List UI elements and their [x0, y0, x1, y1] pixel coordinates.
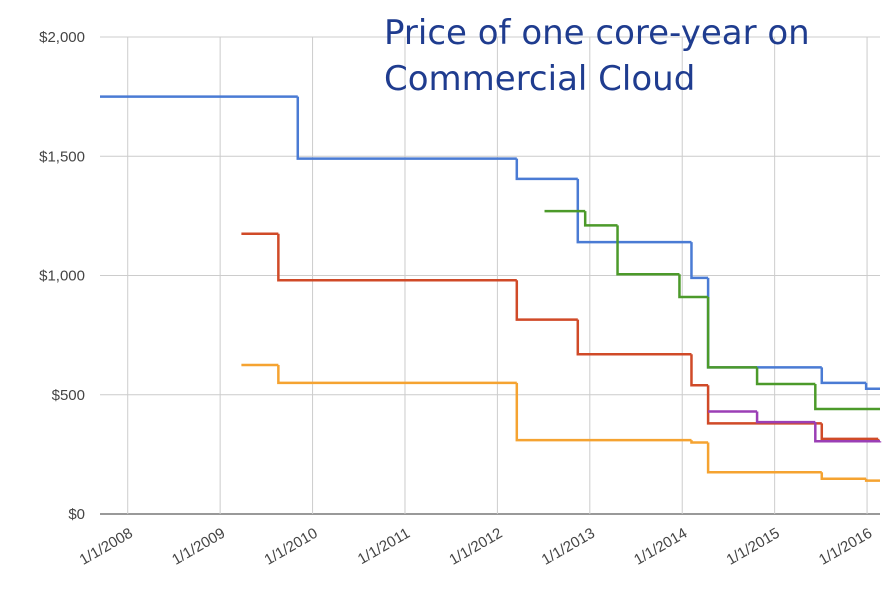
line-step	[277, 364, 517, 385]
line-step	[277, 233, 517, 282]
line-step	[820, 472, 867, 480]
line-step	[755, 367, 816, 386]
y-tick-label: $1,000	[39, 268, 85, 285]
line-step	[690, 440, 709, 444]
line-step	[814, 422, 880, 443]
line-step	[583, 211, 618, 227]
y-tick-label: $1,500	[39, 148, 85, 165]
series-line	[544, 209, 880, 411]
line-step	[678, 274, 709, 299]
line-step	[515, 158, 578, 181]
series-line	[708, 410, 882, 443]
line-step	[515, 280, 578, 321]
line-step	[576, 319, 692, 356]
line-step	[814, 384, 880, 411]
line-step	[616, 225, 680, 276]
series-line	[241, 363, 880, 482]
y-tick-label: $500	[52, 387, 85, 404]
line-step	[864, 478, 880, 482]
line-step	[706, 442, 822, 474]
line-step	[690, 242, 709, 280]
line-step	[864, 382, 880, 391]
line-step	[296, 96, 517, 160]
line-step	[576, 178, 692, 244]
series-line	[241, 232, 880, 441]
line-step	[706, 296, 758, 369]
line-step	[515, 382, 692, 442]
line-step	[755, 411, 816, 424]
y-tick-label: $0	[68, 506, 85, 523]
line-step	[820, 423, 879, 441]
line-step	[690, 354, 709, 387]
chart-title: Price of one core-year on	[384, 13, 810, 53]
line-step	[820, 367, 867, 385]
y-tick-label: $2,000	[39, 29, 85, 46]
chart-title: Commercial Cloud	[384, 59, 695, 99]
